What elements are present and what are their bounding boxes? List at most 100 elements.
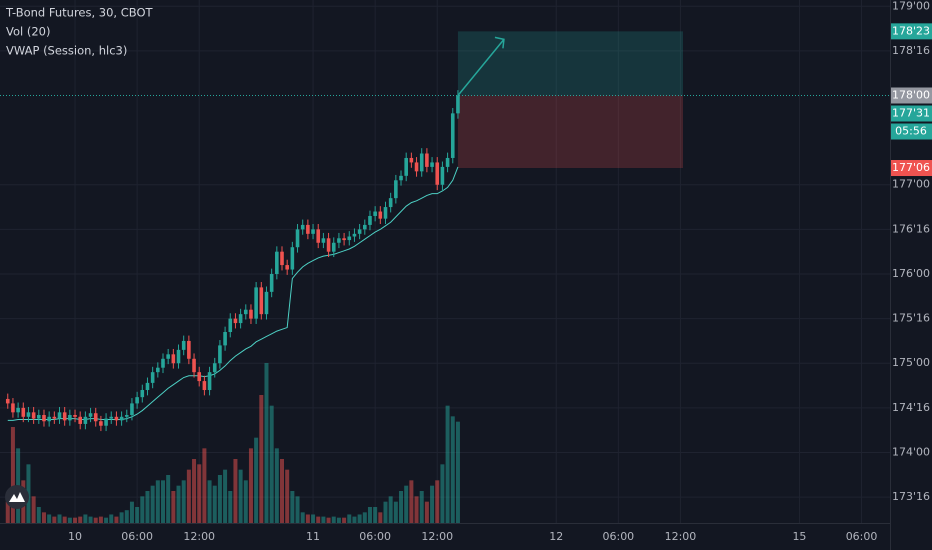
candle-body: [145, 382, 150, 391]
candle-body: [37, 415, 41, 419]
volume-bar: [62, 516, 67, 523]
volume-bar: [31, 496, 36, 523]
volume-bar: [243, 480, 248, 523]
candle-body: [26, 412, 31, 417]
price-label: 177'06: [892, 161, 930, 174]
candle-body: [362, 224, 367, 230]
volume-bar: [455, 421, 460, 523]
logo-icon[interactable]: [9, 492, 25, 502]
volume-bar: [399, 491, 404, 523]
volume-bar: [280, 459, 285, 523]
target-arrow: [457, 36, 505, 96]
volume-bar: [321, 516, 326, 523]
y-tick-label: 174'00: [892, 445, 930, 458]
volume-bar: [176, 485, 181, 523]
volume-bar: [98, 516, 103, 523]
candle-body: [68, 415, 72, 421]
volume-bar: [109, 514, 114, 523]
candle-body: [280, 251, 284, 266]
volume-bar: [409, 480, 414, 523]
candle-body: [331, 242, 336, 252]
volume-bar: [445, 405, 450, 523]
volume-bar: [393, 501, 398, 523]
candle-body: [419, 153, 424, 172]
volume-bar: [223, 469, 228, 523]
volume-bar: [331, 516, 336, 523]
candle-body: [456, 95, 460, 114]
logo[interactable]: [5, 485, 29, 509]
price-label: 178'00: [892, 88, 930, 101]
volume-bar: [414, 496, 419, 523]
volume-bar: [150, 485, 155, 523]
candle-body: [264, 291, 269, 315]
volume-bar: [233, 459, 238, 523]
candle-body: [197, 372, 202, 382]
candle-body: [321, 238, 326, 243]
candle-body: [42, 415, 46, 422]
volume-bar: [155, 480, 160, 523]
candle-body: [88, 413, 93, 417]
candle-body: [187, 340, 191, 359]
x-tick-label: 10: [68, 530, 82, 543]
volume-bar: [419, 491, 424, 523]
x-tick-label: 12:00: [665, 530, 697, 543]
x-tick-label: 15: [792, 530, 806, 543]
candle-body: [326, 238, 331, 252]
candle-body: [404, 157, 408, 176]
candle-body: [202, 381, 207, 391]
candle-body: [347, 236, 352, 241]
volume-bar: [171, 491, 176, 523]
volume-bar: [197, 464, 202, 523]
volume-bar: [435, 480, 440, 523]
candle-body: [124, 415, 129, 417]
volume-bar: [52, 516, 57, 523]
volume-bar: [5, 501, 10, 523]
volume-bar: [290, 491, 295, 523]
profit-zone: [457, 31, 684, 96]
candle-body: [218, 345, 222, 364]
volume-bar: [362, 512, 367, 523]
volume-bar: [83, 514, 88, 523]
volume-bar: [124, 510, 129, 523]
volume-bar: [450, 416, 455, 523]
volume-bar: [228, 491, 233, 523]
logo-circle[interactable]: [5, 485, 29, 509]
volume-bar: [78, 516, 83, 523]
candle-body: [238, 314, 243, 324]
vwap-line: [7, 166, 459, 421]
candle-body: [430, 162, 434, 167]
candle-body: [357, 229, 362, 234]
x-tick-label: 06:00: [602, 530, 634, 543]
countdown-label: 05:56: [895, 124, 927, 137]
price-label-bg: [891, 23, 932, 40]
y-tick-label: 173'16: [892, 490, 930, 503]
volume-bar: [73, 517, 78, 523]
volume-bar: [135, 507, 140, 523]
candle-body: [373, 211, 377, 216]
candle-body: [5, 398, 10, 404]
y-tick-label: 176'00: [892, 267, 930, 280]
x-tick-label: 06:00: [121, 530, 153, 543]
price-label-bg: [891, 160, 932, 177]
candle-body: [161, 358, 165, 368]
price-label: 177'31: [892, 106, 930, 119]
candle-body: [285, 265, 289, 270]
candle-body: [316, 229, 321, 243]
candle-body: [254, 287, 258, 319]
candle-body: [233, 318, 238, 324]
indicator-label: VWAP (Session, hlc3): [6, 44, 127, 58]
volume-bar: [57, 514, 62, 523]
candle-body: [249, 309, 253, 319]
candle-body: [181, 340, 186, 350]
candle-body: [259, 287, 264, 315]
candle-body: [171, 354, 176, 364]
x-tick-label: 12: [549, 530, 563, 543]
volume-bar: [285, 469, 290, 523]
candle-body: [414, 162, 419, 172]
volume-bar: [430, 485, 435, 523]
candle-body: [212, 363, 217, 373]
volume-bar: [311, 514, 316, 523]
volume-bar: [373, 507, 378, 523]
volume-bar: [367, 507, 372, 523]
